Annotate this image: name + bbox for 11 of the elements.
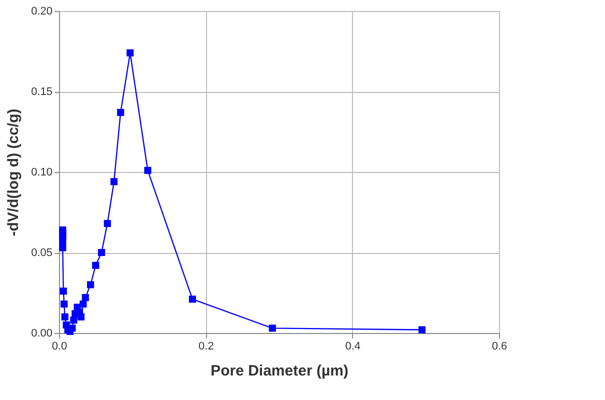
y-tick-label: 0.15	[31, 86, 52, 98]
y-tick-label: 0.05	[31, 247, 52, 259]
y-axis-title: -dV/d(log d) (cc/g)	[5, 108, 22, 236]
x-tick-label: 0.6	[492, 340, 508, 352]
y-tick-label: 0.10	[31, 166, 52, 178]
x-tick-label: 0.0	[52, 340, 68, 352]
x-tick-label: 0.4	[345, 340, 360, 352]
y-tick-label: 0.20	[31, 6, 52, 18]
x-axis-title: Pore Diameter (µm)	[210, 362, 348, 380]
y-tick-label: 0.00	[31, 328, 52, 340]
x-tick-label: 0.2	[198, 340, 214, 352]
